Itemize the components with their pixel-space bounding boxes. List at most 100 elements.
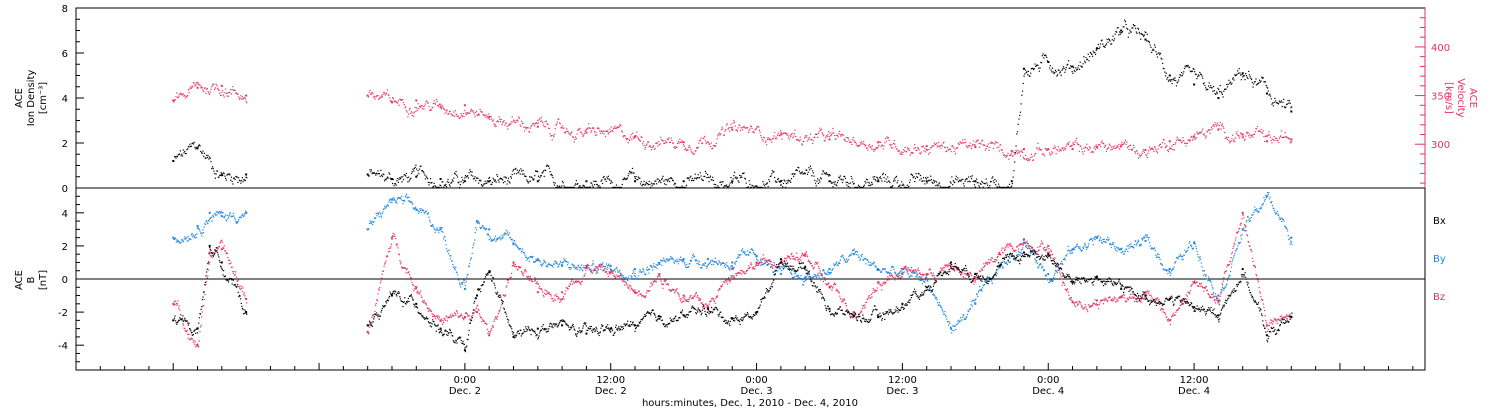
by-series-dot <box>197 227 199 229</box>
velocity-series-dot <box>1004 156 1006 158</box>
by-series-dot <box>1208 279 1210 281</box>
density-series-dot <box>655 180 657 182</box>
by-series-dot <box>1118 249 1120 251</box>
by-series-dot <box>663 260 665 262</box>
velocity-series-dot <box>469 112 471 114</box>
by-series-dot <box>1186 250 1188 252</box>
velocity-series-dot <box>636 136 639 138</box>
by-series-dot <box>954 325 956 327</box>
by-series-dot <box>1009 257 1011 259</box>
density-series-dot <box>437 186 440 189</box>
by-series-dot <box>415 209 417 211</box>
velocity-series-dot <box>1127 145 1129 148</box>
density-series-dot <box>853 182 855 185</box>
bz-series-dot <box>467 315 469 317</box>
density-series-dot <box>910 173 912 175</box>
by-series-dot <box>385 207 387 209</box>
density-series-dot <box>404 174 406 176</box>
density-series-dot <box>799 172 801 174</box>
density-series-dot <box>1181 75 1183 77</box>
density-series-dot <box>378 173 381 175</box>
density-series-dot <box>1128 32 1130 34</box>
by-series-dot <box>1040 263 1042 265</box>
velocity-series-dot <box>1251 134 1253 136</box>
velocity-series-dot <box>243 97 245 99</box>
by-series-dot <box>808 273 811 275</box>
density-series-dot <box>1071 71 1073 73</box>
by-series-dot <box>1273 207 1275 210</box>
bz-series-dot <box>386 255 388 257</box>
velocity-series-dot <box>1110 146 1113 148</box>
density-series-dot <box>608 178 610 180</box>
velocity-series-dot <box>947 149 949 151</box>
velocity-series-dot <box>755 127 758 129</box>
density-series-dot <box>819 181 821 183</box>
density-series-dot <box>1202 77 1204 79</box>
by-series-dot <box>635 275 637 277</box>
bz-series-dot <box>453 312 456 314</box>
velocity-series-dot <box>1064 149 1066 151</box>
bz-series-dot <box>470 315 473 318</box>
bz-series-dot <box>237 279 239 281</box>
velocity-series-dot <box>1078 150 1081 152</box>
by-series-dot <box>1033 254 1035 256</box>
density-series-dot <box>836 182 838 184</box>
density-series-dot <box>723 185 725 187</box>
by-series-dot <box>232 212 234 214</box>
by-series-dot <box>1197 256 1199 258</box>
by-series-dot <box>1215 297 1218 300</box>
velocity-series-dot <box>758 126 760 128</box>
velocity-series-dot <box>241 96 243 98</box>
by-series-dot <box>736 257 738 260</box>
by-series-dot <box>1158 253 1160 256</box>
density-series-dot <box>652 183 654 185</box>
by-series-dot <box>565 260 567 262</box>
velocity-series-dot <box>478 113 480 115</box>
density-series-dot <box>470 170 472 173</box>
velocity-series-dot <box>630 134 632 136</box>
velocity-series-dot <box>741 127 743 129</box>
velocity-series-dot <box>411 114 413 116</box>
by-series-dot <box>1150 247 1153 249</box>
velocity-series-dot <box>555 124 557 126</box>
by-series-dot <box>1279 218 1281 220</box>
by-series-dot <box>501 237 504 239</box>
density-series-dot <box>821 173 823 175</box>
by-series-dot <box>559 260 561 262</box>
velocity-series-dot <box>1159 144 1161 146</box>
bz-series-dot <box>454 313 456 315</box>
by-series-dot <box>219 213 221 215</box>
density-series-dot <box>985 178 987 180</box>
velocity-series-dot <box>929 152 931 154</box>
density-series-dot <box>1008 186 1010 189</box>
density-series-dot <box>596 184 599 186</box>
by-series-dot <box>686 263 688 266</box>
by-series-dot <box>638 275 640 277</box>
by-series-dot <box>596 271 598 274</box>
density-series-dot <box>780 184 782 186</box>
velocity-series-dot <box>187 94 189 97</box>
density-series-dot <box>418 172 420 175</box>
by-series-dot <box>876 269 879 272</box>
velocity-series-dot <box>1139 156 1141 158</box>
density-series-dot <box>620 186 623 189</box>
density-series-dot <box>1234 74 1236 76</box>
by-series-dot <box>987 277 989 279</box>
density-series-dot <box>621 183 623 186</box>
density-series-dot <box>1159 54 1161 56</box>
by-series-dot <box>613 269 615 272</box>
by-series-dot <box>174 237 176 239</box>
velocity-series-dot <box>994 143 996 145</box>
by-series-dot <box>444 236 446 238</box>
by-series-dot <box>244 213 246 215</box>
by-series-dot <box>1053 277 1055 279</box>
density-series-point <box>585 180 588 183</box>
velocity-series-dot <box>930 146 932 149</box>
by-series-dot <box>205 220 207 223</box>
density-series-dot <box>1082 63 1084 65</box>
velocity-series-dot <box>1234 137 1237 139</box>
density-series-dot <box>1075 69 1078 71</box>
velocity-series-dot <box>566 130 569 132</box>
by-series-dot <box>1119 248 1121 250</box>
